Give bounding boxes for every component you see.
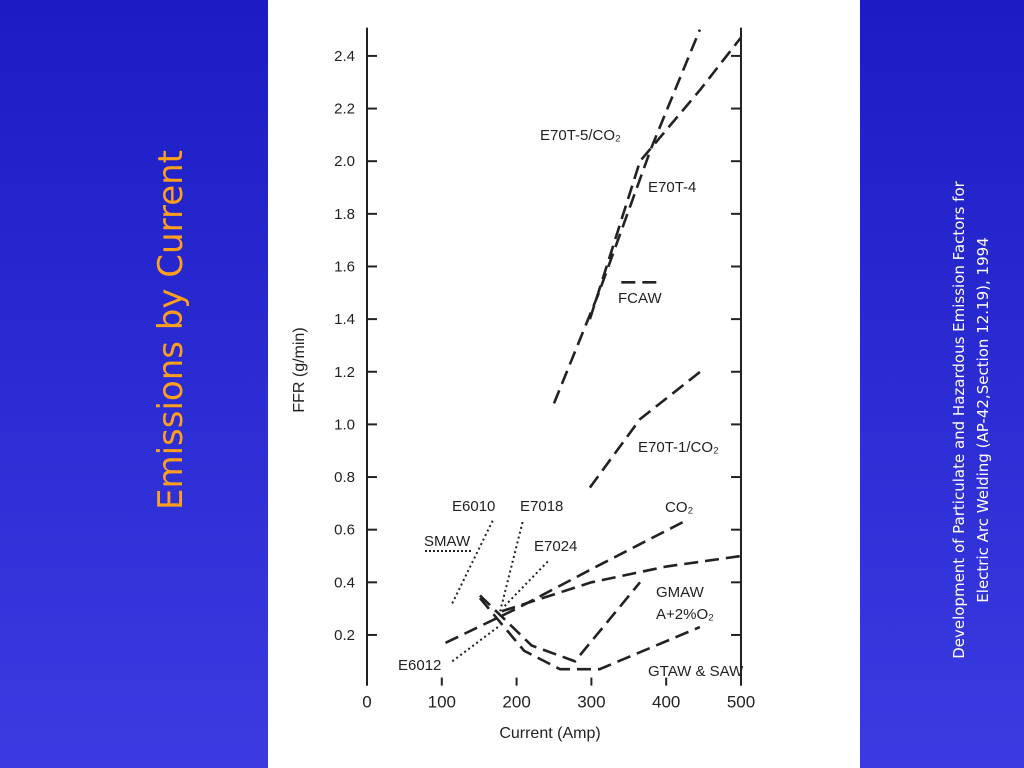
y-tick-label: 0.6 xyxy=(334,522,355,539)
series-label: E7018 xyxy=(520,498,563,515)
series-label: CO₂ xyxy=(665,499,694,516)
annotation: SMAW xyxy=(424,533,471,550)
series-line xyxy=(499,518,525,612)
x-tick-label: 100 xyxy=(428,693,456,712)
axis-frame xyxy=(366,27,742,686)
x-tick-label: 300 xyxy=(577,693,605,712)
series-label: GMAW xyxy=(656,584,705,601)
x-axis-label: Current (Amp) xyxy=(499,725,600,742)
citation: Electric Arc Welding (AP-42,Section 12.1… xyxy=(974,237,992,602)
series-label: E70T-4 xyxy=(648,179,696,196)
series-line xyxy=(503,560,549,607)
series-line xyxy=(451,626,499,663)
series-line xyxy=(588,368,705,489)
series-line xyxy=(478,597,701,671)
series-label: GTAW & SAW xyxy=(648,663,744,680)
x-tick-label: 0 xyxy=(362,693,371,712)
series-label: FCAW xyxy=(618,290,662,307)
slide-title: Emissions by Current xyxy=(151,150,191,510)
series-label: E7024 xyxy=(534,538,577,555)
series-line xyxy=(479,581,642,663)
series-label: E6010 xyxy=(452,498,495,515)
y-tick-label: 1.0 xyxy=(334,416,355,433)
y-tick-label: 1.2 xyxy=(334,364,355,381)
series-label: E70T-5/CO₂ xyxy=(540,127,621,144)
y-tick-label: 2.4 xyxy=(334,48,355,65)
series-line xyxy=(444,517,690,645)
series-label: A+2%O₂ xyxy=(656,606,714,623)
citation: Development of Particulate and Hazardous… xyxy=(950,180,968,658)
y-tick-label: 1.8 xyxy=(334,206,355,223)
y-tick-label: 0.2 xyxy=(334,627,355,644)
series-label: E6012 xyxy=(398,657,441,674)
y-tick-label: 0.4 xyxy=(334,574,355,591)
y-axis-label: FFR (g/min) xyxy=(291,327,308,412)
series-line xyxy=(501,554,742,613)
series-line xyxy=(552,29,702,404)
y-tick-label: 2.0 xyxy=(334,153,355,170)
x-tick-label: 400 xyxy=(652,693,680,712)
y-tick-label: 0.8 xyxy=(334,469,355,486)
series-label: E70T-1/CO₂ xyxy=(638,439,719,456)
series-line xyxy=(451,518,495,604)
x-tick-label: 200 xyxy=(502,693,530,712)
y-tick-label: 1.4 xyxy=(334,311,355,328)
series-line xyxy=(588,36,743,320)
y-tick-label: 1.6 xyxy=(334,258,355,275)
y-tick-label: 2.2 xyxy=(334,101,355,118)
x-tick-label: 500 xyxy=(727,693,755,712)
